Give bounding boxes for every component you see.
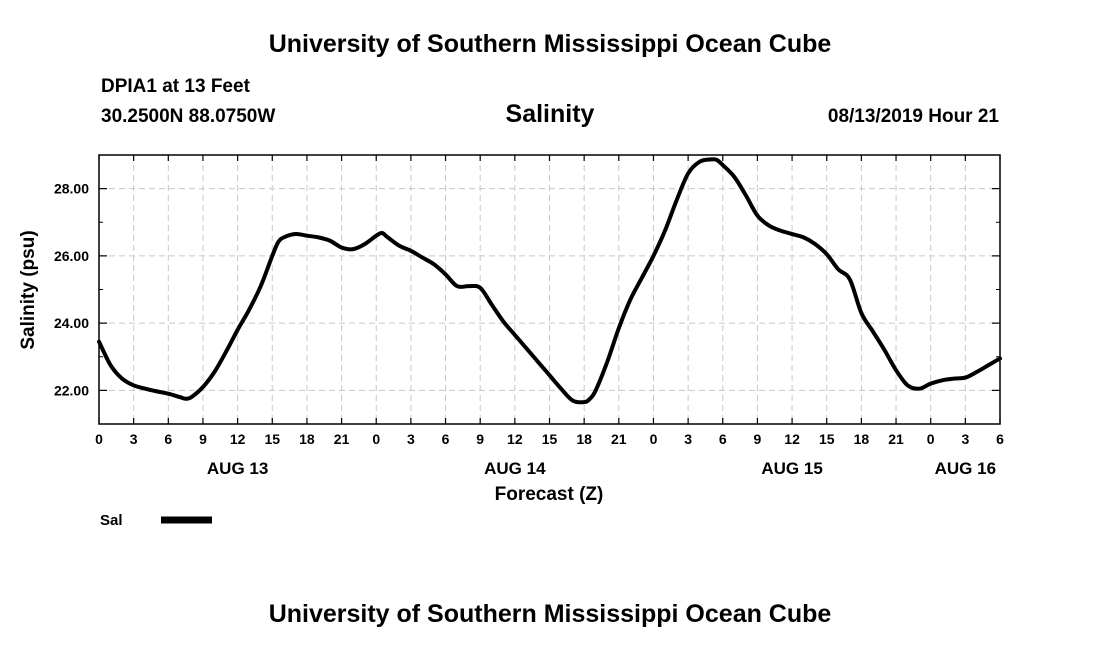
x-tick-label: 15	[542, 431, 558, 447]
x-day-label: AUG 13	[207, 459, 268, 478]
y-tick-label: 22.00	[54, 382, 89, 398]
x-tick-label: 18	[854, 431, 870, 447]
x-tick-label: 6	[996, 431, 1004, 447]
x-tick-label: 15	[264, 431, 280, 447]
x-tick-label: 0	[95, 431, 103, 447]
x-tick-label: 9	[199, 431, 207, 447]
forecast-run-time: 08/13/2019 Hour 21	[827, 106, 999, 127]
series-line-sal	[97, 157, 1002, 405]
x-tick-label: 18	[576, 431, 592, 447]
x-tick-label: 0	[650, 431, 658, 447]
y-axis-title: Salinity (psu)	[18, 230, 39, 349]
x-tick-label: 3	[130, 431, 138, 447]
x-tick-label: 12	[507, 431, 523, 447]
page-title: University of Southern Mississippi Ocean…	[268, 30, 832, 58]
y-tick-label: 28.00	[54, 181, 89, 197]
station-coordinates: 30.2500N 88.0750W	[101, 106, 276, 127]
legend-label-sal: Sal	[100, 512, 123, 529]
y-tick-label: 24.00	[54, 315, 89, 331]
x-day-label: AUG 14	[484, 459, 546, 478]
x-axis-title: Forecast (Z)	[495, 484, 604, 505]
x-day-label: AUG 15	[761, 459, 822, 478]
x-day-label: AUG 16	[935, 459, 996, 478]
x-tick-label: 6	[719, 431, 727, 447]
x-tick-label: 21	[888, 431, 904, 447]
x-tick-label: 21	[611, 431, 627, 447]
axis-ticks: 0 3 6 9 12 15 18 21 0 3 6 9 12 15 18 21 0 3 6 9 12 15 18 21 0 3 6 2…	[54, 155, 1004, 478]
grid	[99, 155, 1000, 424]
footer-title: University of Southern Mississippi Ocean…	[268, 600, 832, 628]
x-tick-label: 0	[372, 431, 380, 447]
x-tick-label: 15	[819, 431, 835, 447]
x-tick-label: 6	[164, 431, 172, 447]
x-tick-label: 9	[476, 431, 484, 447]
chart-title: Salinity	[505, 100, 595, 128]
y-tick-label: 26.00	[54, 248, 89, 264]
x-tick-label: 0	[927, 431, 935, 447]
x-tick-label: 12	[230, 431, 246, 447]
x-tick-label: 6	[442, 431, 450, 447]
x-tick-label: 21	[334, 431, 350, 447]
x-tick-label: 12	[784, 431, 800, 447]
x-tick-label: 18	[299, 431, 315, 447]
x-tick-label: 9	[754, 431, 762, 447]
x-tick-label: 3	[684, 431, 692, 447]
station-label: DPIA1 at 13 Feet	[101, 76, 250, 97]
x-tick-label: 3	[961, 431, 969, 447]
x-tick-label: 3	[407, 431, 415, 447]
legend: Sal	[100, 512, 212, 529]
